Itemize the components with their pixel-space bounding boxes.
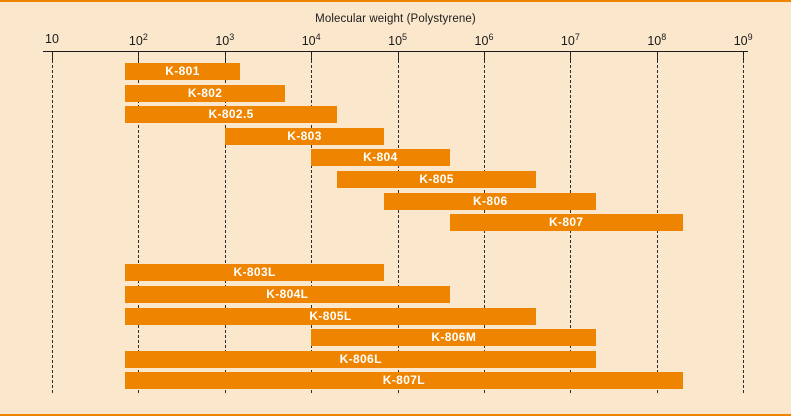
x-gridline: [743, 55, 745, 393]
bar-k-806: K-806: [384, 192, 597, 210]
x-tick-label: 10: [45, 32, 59, 46]
bar-k-801: K-801: [125, 63, 240, 80]
x-tick-label: 103: [215, 32, 235, 49]
x-tick-label: 108: [647, 32, 667, 49]
bar-k-805: K-805: [337, 171, 536, 188]
bar-k-802: K-802: [125, 84, 286, 102]
bar-label: K-803L: [233, 265, 276, 280]
bar-label: K-804L: [266, 287, 309, 301]
bar-label: K-805: [419, 172, 454, 186]
bar-k-807: K-807: [449, 214, 683, 232]
x-tick-label: 104: [301, 32, 321, 49]
bar-label: K-807L: [382, 373, 425, 388]
bar-label: K-804: [363, 150, 398, 165]
bar-k-803: K-803: [224, 127, 385, 145]
x-tick-label: 102: [128, 32, 148, 49]
bar-label: K-806M: [431, 330, 477, 345]
bar-k-802-5: K-802.5: [125, 106, 338, 124]
bar-label: K-802: [187, 85, 223, 100]
bar-label: K-802.5: [208, 107, 254, 122]
x-tick-label: 109: [733, 32, 753, 49]
bar-k-804l: K-804L: [125, 286, 450, 303]
bar-k-806l: K-806L: [125, 350, 597, 368]
bar-label: K-807: [548, 215, 584, 230]
x-gridline: [311, 55, 313, 393]
bar-k-807l: K-807L: [125, 372, 683, 390]
bar-label: K-803: [287, 128, 322, 143]
x-tick-label: 106: [474, 32, 494, 49]
x-gridline: [52, 55, 53, 393]
x-gridline: [224, 55, 226, 393]
x-axis-line: [43, 51, 748, 52]
x-gridline: [397, 55, 399, 393]
bar-label: K-805L: [309, 308, 352, 323]
bar-k-804: K-804: [311, 149, 450, 167]
x-tick-label: 107: [560, 32, 580, 49]
x-gridline: [138, 55, 140, 393]
bar-k-806m: K-806M: [311, 329, 597, 347]
bar-k-805l: K-805L: [125, 307, 536, 325]
x-axis-title: Molecular weight (Polystyrene): [315, 13, 476, 25]
bar-label: K-806: [473, 193, 508, 208]
bar-label: K-801: [165, 64, 200, 78]
x-tick-label: 105: [388, 32, 408, 49]
bar-k-803l: K-803L: [125, 264, 385, 282]
bar-label: K-806L: [339, 351, 382, 366]
